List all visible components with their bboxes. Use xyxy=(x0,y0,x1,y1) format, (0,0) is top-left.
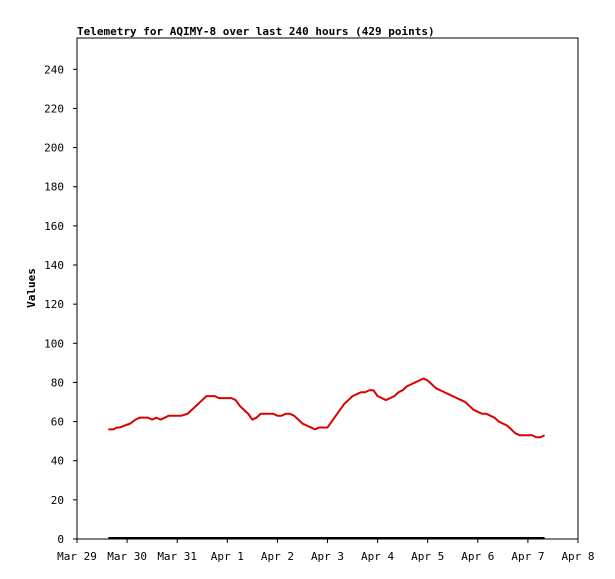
y-tick-label: 40 xyxy=(51,455,64,468)
x-tick-label: Apr 4 xyxy=(361,550,394,563)
y-tick-label: 100 xyxy=(44,337,64,350)
y-tick-label: 180 xyxy=(44,181,64,194)
x-tick-label: Apr 6 xyxy=(461,550,494,563)
x-tick-label: Apr 5 xyxy=(411,550,444,563)
chart-title: Telemetry for AQIMY-8 over last 240 hour… xyxy=(77,25,435,38)
y-axis: 0 20 40 60 80 100 120 140 160 180 200 220 240 xyxy=(44,63,77,546)
x-tick-label: Apr 1 xyxy=(211,550,244,563)
y-tick-label: 200 xyxy=(44,142,64,155)
x-tick-label: Apr 7 xyxy=(511,550,544,563)
telemetry-series-line xyxy=(108,377,546,439)
y-tick-label: 240 xyxy=(44,63,64,76)
series-layer xyxy=(108,377,546,539)
x-tick-label: Mar 30 xyxy=(107,550,147,563)
x-tick-label: Apr 2 xyxy=(261,550,294,563)
y-tick-label: 140 xyxy=(44,259,64,272)
plot-frame xyxy=(76,37,579,540)
x-tick-label: Mar 31 xyxy=(157,550,197,563)
y-tick-label: 120 xyxy=(44,298,64,311)
x-tick-label: Mar 29 xyxy=(57,550,97,563)
y-tick-label: 160 xyxy=(44,220,64,233)
y-tick-label: 80 xyxy=(51,376,64,389)
x-tick-label: Apr 3 xyxy=(311,550,344,563)
y-tick-label: 0 xyxy=(57,533,64,546)
y-axis-label: Values xyxy=(25,268,38,308)
x-tick-label: Apr 8 xyxy=(561,550,594,563)
y-tick-label: 60 xyxy=(51,416,64,429)
y-tick-label: 220 xyxy=(44,102,64,115)
y-tick-label: 20 xyxy=(51,494,64,507)
x-axis: Mar 29 Mar 30 Mar 31 Apr 1 Apr 2 Apr 3 Apr 4 Ap… xyxy=(57,539,595,563)
